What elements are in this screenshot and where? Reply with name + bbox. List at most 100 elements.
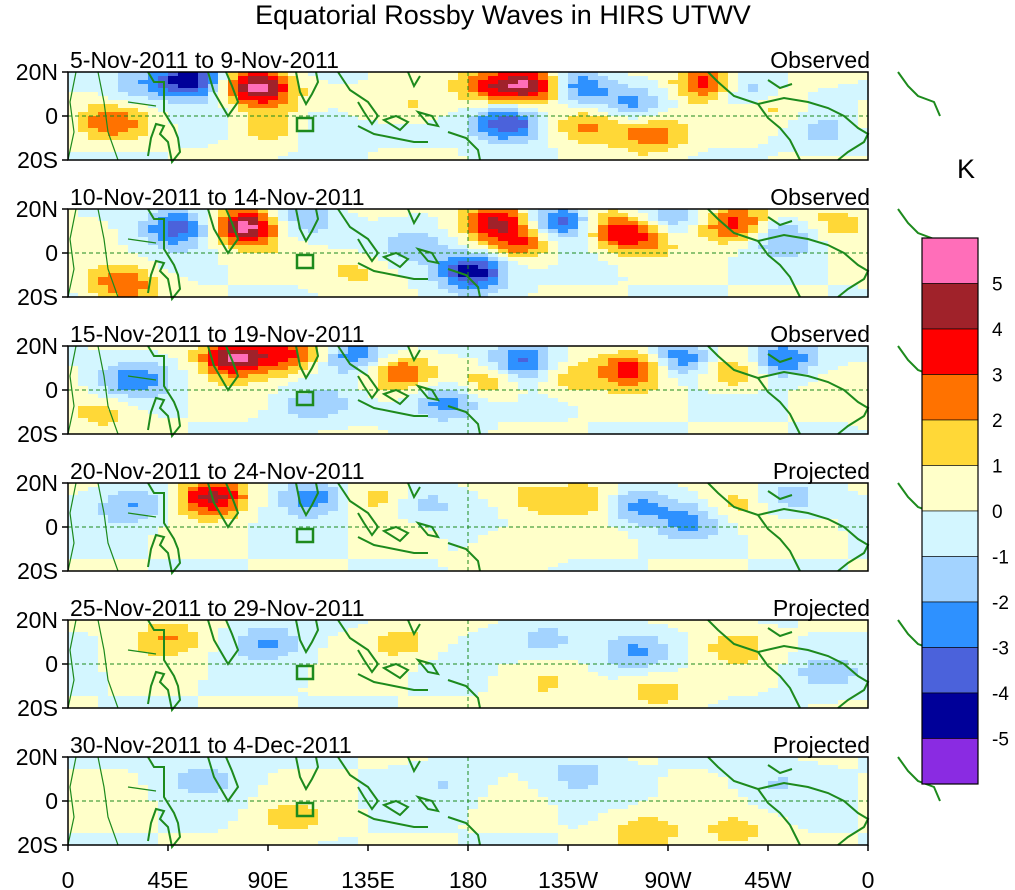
field-cell: [338, 245, 349, 250]
field-cell: [98, 100, 109, 105]
field-cell: [618, 132, 629, 137]
field-cell: [288, 229, 299, 234]
field-cell: [168, 84, 179, 89]
field-cell: [188, 358, 199, 363]
field-cell: [528, 217, 539, 222]
field-cell: [368, 229, 379, 234]
field-cell: [448, 410, 459, 415]
field-cell: [718, 136, 729, 141]
field-cell: [288, 386, 299, 391]
field-cell: [548, 229, 559, 234]
field-cell: [178, 354, 189, 359]
field-cell: [738, 241, 749, 246]
field-cell: [768, 233, 779, 238]
field-cell: [378, 245, 389, 250]
field-cell: [338, 229, 349, 234]
field-cell: [348, 394, 359, 399]
field-cell: [388, 241, 399, 246]
field-cell: [418, 418, 429, 423]
field-cell: [168, 221, 179, 226]
field-cell: [348, 406, 359, 411]
field-cell: [278, 76, 289, 81]
field-cell: [208, 136, 219, 141]
field-cell: [318, 112, 329, 117]
field-cell: [598, 233, 609, 238]
field-cell: [328, 394, 339, 399]
field-cell: [68, 104, 79, 109]
field-cell: [588, 426, 599, 431]
field-cell: [488, 362, 499, 367]
field-cell: [108, 402, 119, 407]
field-cell: [328, 132, 339, 137]
field-cell: [568, 410, 579, 415]
field-cell: [498, 152, 509, 157]
field-cell: [98, 116, 109, 121]
field-cell: [538, 92, 549, 97]
field-cell: [768, 269, 779, 274]
field-cell: [98, 269, 109, 274]
field-cell: [748, 261, 759, 266]
field-cell: [798, 100, 809, 105]
field-cell: [698, 92, 709, 97]
field-cell: [688, 225, 699, 230]
field-cell: [388, 72, 399, 77]
field-cell: [698, 257, 709, 262]
field-cell: [108, 273, 119, 278]
field-cell: [318, 418, 329, 423]
field-cell: [468, 366, 479, 371]
field-cell: [538, 293, 549, 298]
field-cell: [238, 72, 249, 77]
field-cell: [578, 80, 589, 85]
field-cell: [278, 289, 289, 294]
field-cell: [338, 156, 349, 161]
field-cell: [658, 346, 669, 351]
field-cell: [178, 237, 189, 242]
field-cell: [488, 370, 499, 375]
field-cell: [78, 92, 89, 97]
field-cell: [178, 116, 189, 121]
field-cell: [688, 221, 699, 226]
field-cell: [188, 398, 199, 403]
field-cell: [308, 132, 319, 137]
field-cell: [398, 88, 409, 93]
field-cell: [148, 245, 159, 250]
field-cell: [828, 144, 839, 149]
field-cell: [318, 406, 329, 411]
field-cell: [248, 273, 259, 278]
field-cell: [208, 209, 219, 214]
field-cell: [578, 293, 589, 298]
field-cell: [788, 80, 799, 85]
field-cell: [248, 245, 259, 250]
field-cell: [308, 358, 319, 363]
field-cell: [388, 257, 399, 262]
field-cell: [128, 293, 139, 298]
field-cell: [298, 144, 309, 149]
field-cell: [128, 84, 139, 89]
field-cell: [128, 382, 139, 387]
field-cell: [428, 148, 439, 153]
field-cell: [708, 84, 719, 89]
field-cell: [158, 277, 169, 282]
field-cell: [348, 265, 359, 270]
field-cell: [118, 92, 129, 97]
field-cell: [408, 237, 419, 242]
field-cell: [178, 422, 189, 427]
field-cell: [348, 104, 359, 109]
field-cell: [558, 253, 569, 258]
field-cell: [528, 430, 539, 435]
field-cell: [638, 362, 649, 367]
field-cell: [98, 281, 109, 286]
field-cell: [628, 402, 639, 407]
field-cell: [468, 285, 479, 290]
field-cell: [328, 374, 339, 379]
field-cell: [628, 370, 639, 375]
field-cell: [158, 148, 169, 153]
field-cell: [688, 241, 699, 246]
field-cell: [158, 414, 169, 419]
field-cell: [598, 156, 609, 161]
field-cell: [418, 92, 429, 97]
field-cell: [258, 410, 269, 415]
field-cell: [478, 362, 489, 367]
field-cell: [428, 104, 439, 109]
field-cell: [478, 273, 489, 278]
